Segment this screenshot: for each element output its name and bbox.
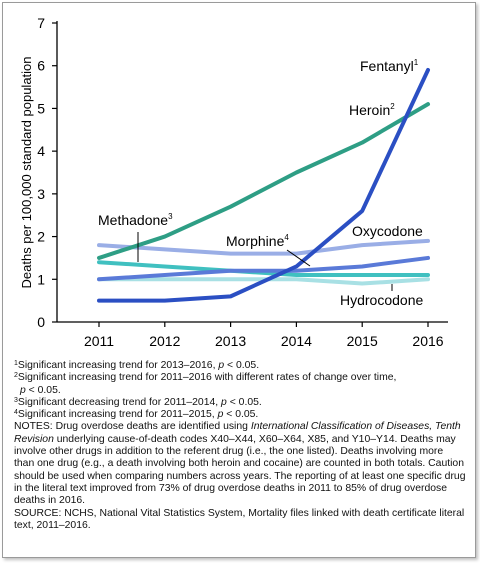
x-tick-label: 2011 <box>84 333 114 349</box>
y-tick-label: 7 <box>37 15 45 31</box>
notes-paragraph: NOTES: Drug overdose deaths are identifi… <box>14 421 466 507</box>
x-tick-label: 2012 <box>149 333 180 349</box>
series-line-heroin <box>97 102 430 260</box>
series-line-oxycodone <box>97 238 430 256</box>
series-label-methadone: Methadone3 <box>98 212 173 228</box>
figure-frame <box>2 2 476 558</box>
series-label-oxycodone: Oxycodone <box>352 223 423 239</box>
y-tick-label: 2 <box>37 229 45 245</box>
x-tick-label: 2016 <box>412 333 443 349</box>
y-tick-label: 0 <box>37 314 45 330</box>
footnote-3: 3Significant decreasing trend for 2011–2… <box>14 396 262 408</box>
source-text: SOURCE: NCHS, National Vital Statistics … <box>14 507 465 531</box>
y-tick-label: 6 <box>37 58 45 74</box>
y-tick-label: 1 <box>37 271 45 287</box>
morphine-leader-line <box>286 249 311 267</box>
y-tick-label: 3 <box>37 186 45 202</box>
series-label-heroin: Heroin2 <box>349 102 395 118</box>
y-tick-label: 5 <box>37 100 45 116</box>
y-tick-label: 4 <box>37 143 45 159</box>
series-label-morphine: Morphine4 <box>226 233 289 249</box>
x-tick-label: 2013 <box>215 333 246 349</box>
y-axis-title: Deaths per 100,000 standard population <box>19 56 34 288</box>
x-tick-label: 2015 <box>347 333 378 349</box>
series-line-fentanyl <box>97 67 430 303</box>
x-tick-label: 2014 <box>281 333 312 349</box>
series-line-morphine <box>97 255 430 282</box>
line-chart: 0 1 2 3 4 5 6 7 2011 2012 2013 2014 2015 2016 Deaths p… <box>19 15 448 349</box>
series-label-fentanyl: Fentanyl1 <box>360 58 419 74</box>
footnote-1: 1Significant increasing trend for 2013–2… <box>14 360 260 371</box>
footnote-2: 2Significant increasing trend for 2011–2… <box>14 372 397 396</box>
series-line-methadone <box>97 260 430 278</box>
footnote-4: 4Significant increasing trend for 2011–2… <box>14 409 259 421</box>
footnotes: 1Significant increasing trend for 2013–2… <box>14 360 466 532</box>
series-label-hydrocodone: Hydrocodone <box>340 292 423 308</box>
